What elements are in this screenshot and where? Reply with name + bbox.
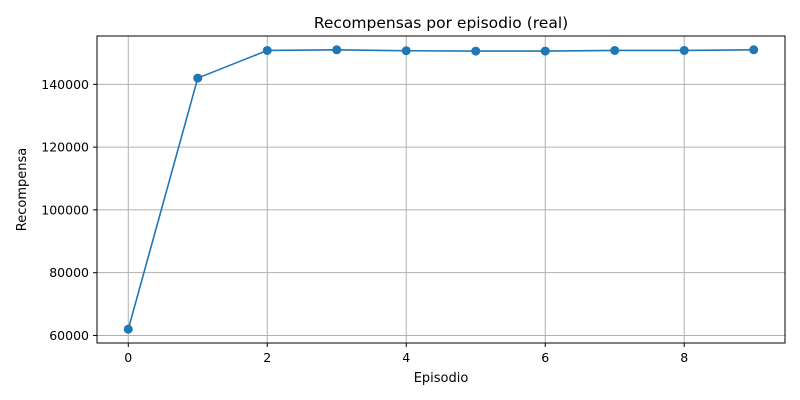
x-tick-label: 6 (541, 350, 549, 365)
x-tick-label: 0 (124, 350, 132, 365)
plot-frame (96, 35, 786, 344)
y-tick-label: 100000 (41, 202, 89, 217)
y-tick-label: 140000 (41, 77, 89, 92)
tick-layer: 0 2 4 6 8 60000 80000 100000 120000 140000 (41, 77, 688, 365)
series-line (127, 49, 754, 330)
x-tick-label: 8 (680, 350, 688, 365)
chart-title: Recompensas por episodio (real) (314, 14, 568, 32)
data-point (401, 46, 411, 56)
data-point (193, 73, 203, 83)
series-layer (123, 45, 759, 334)
data-point (679, 45, 689, 55)
y-axis-title: Recompensa (15, 148, 30, 231)
data-point (332, 45, 342, 55)
data-point (540, 46, 550, 56)
grid-lines (97, 36, 785, 343)
data-point (262, 45, 272, 55)
data-point (471, 46, 481, 56)
data-point (123, 324, 133, 334)
x-tick-label: 2 (263, 350, 271, 365)
y-tick-label: 60000 (49, 328, 89, 343)
data-point (749, 45, 759, 55)
y-tick-label: 120000 (41, 140, 89, 155)
data-point (610, 45, 620, 55)
x-axis-title: Episodio (414, 371, 469, 386)
y-tick-label: 80000 (49, 265, 89, 280)
x-tick-label: 4 (402, 350, 410, 365)
